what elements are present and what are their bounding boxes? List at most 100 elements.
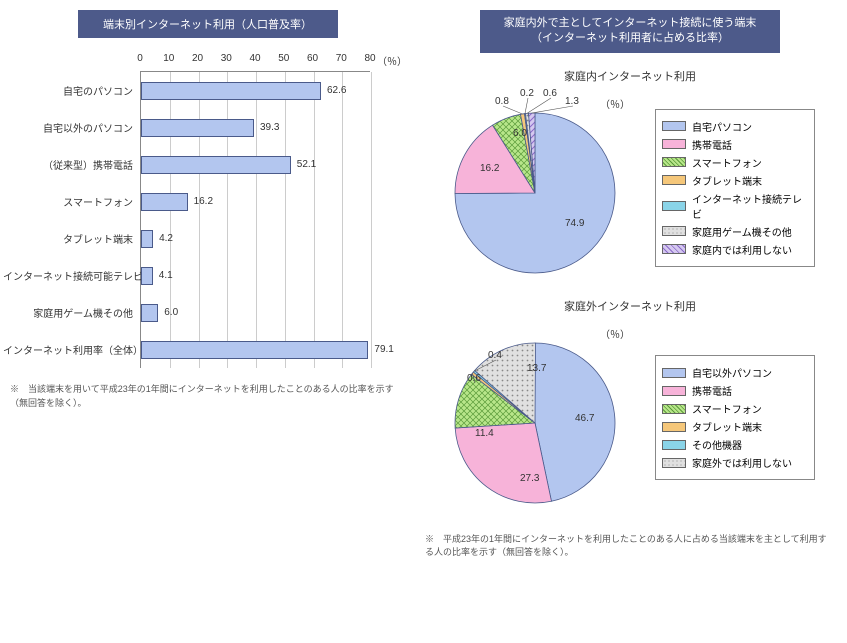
bar-row: タブレット端末4.2 [141, 220, 370, 257]
legend-item: 家庭内では利用しない [662, 242, 808, 257]
bar-label: タブレット端末 [3, 231, 133, 246]
bar-row: インターネット接続可能テレビ4.1 [141, 257, 370, 294]
legend-swatch [662, 422, 686, 432]
legend-item: タブレット端末 [662, 419, 808, 434]
axis-tick: 30 [221, 53, 232, 64]
bar-value: 52.1 [297, 159, 316, 170]
pie-slice-label: 74.9 [565, 218, 584, 229]
bar-value: 4.2 [159, 233, 173, 244]
bar-label: 自宅のパソコン [3, 83, 133, 98]
legend-item: 家庭外では利用しない [662, 455, 808, 470]
bar-fill [141, 341, 368, 359]
axis-tick: 0 [137, 53, 143, 64]
axis-tick: 60 [307, 53, 318, 64]
pie-slice-label: 46.7 [575, 413, 594, 424]
bar-row: インターネット利用率（全体）79.1 [141, 331, 370, 368]
bar-value: 4.1 [159, 270, 173, 281]
legend-swatch [662, 139, 686, 149]
legend-label: その他機器 [692, 437, 742, 452]
legend-swatch [662, 368, 686, 378]
bar-fill [141, 230, 153, 248]
legend-swatch [662, 121, 686, 131]
pie-section-title: 家庭内外で主としてインターネット接続に使う端末（インターネット利用者に占める比率… [480, 10, 780, 53]
pie-slice-label: 0.8 [495, 96, 509, 107]
legend-item: スマートフォン [662, 401, 808, 416]
legend-label: スマートフォン [692, 155, 762, 170]
legend-item: その他機器 [662, 437, 808, 452]
bar-footnote: ※ 当該端末を用いて平成23年の1年間にインターネットを利用したことのある人の比… [10, 383, 405, 410]
legend-swatch [662, 440, 686, 450]
legend-label: 携帯電話 [692, 383, 732, 398]
bar-fill [141, 193, 188, 211]
axis-tick: 80 [364, 53, 375, 64]
axis-tick: 40 [249, 53, 260, 64]
bar-chart: 01020304050607080（％） 自宅のパソコン62.6自宅以外のパソコ… [10, 53, 405, 368]
bar-label: スマートフォン [3, 194, 133, 209]
legend-label: 家庭用ゲーム機その他 [692, 224, 792, 239]
pie2-title: 家庭外インターネット利用 [425, 298, 835, 314]
legend-item: 自宅以外パソコン [662, 365, 808, 380]
bar-label: インターネット利用率（全体） [3, 342, 133, 357]
legend-label: 自宅パソコン [692, 119, 752, 134]
bar-fill [141, 304, 158, 322]
pie-slice-label: 11.4 [475, 428, 494, 439]
pie-chart-outside: 家庭外インターネット利用 （％） 46.727.311.40.60.413.7 … [425, 298, 835, 518]
bar-value: 6.0 [164, 307, 178, 318]
bar-label: （従来型）携帯電話 [3, 157, 133, 172]
pie2-unit: （％） [600, 326, 630, 341]
pie-slice-label: 0.6 [467, 373, 481, 384]
legend-item: 携帯電話 [662, 383, 808, 398]
legend-label: 家庭外では利用しない [692, 455, 792, 470]
pie-slice-label: 6.0 [513, 128, 527, 139]
pie-slice-label: 0.6 [543, 88, 557, 99]
legend-label: 家庭内では利用しない [692, 242, 792, 257]
bar-chart-title: 端末別インターネット利用（人口普及率） [78, 10, 338, 38]
pie1-unit: （％） [600, 96, 630, 111]
pie1-title: 家庭内インターネット利用 [425, 68, 835, 84]
bar-row: 家庭用ゲーム機その他6.0 [141, 294, 370, 331]
bar-row: 自宅以外のパソコン39.3 [141, 109, 370, 146]
legend-swatch [662, 458, 686, 468]
pie-slice-label: 16.2 [480, 163, 499, 174]
axis-tick: 20 [192, 53, 203, 64]
legend-item: 家庭用ゲーム機その他 [662, 224, 808, 239]
legend-swatch [662, 175, 686, 185]
axis-tick: 10 [163, 53, 174, 64]
legend-swatch [662, 226, 686, 236]
bar-row: 自宅のパソコン62.6 [141, 72, 370, 109]
legend-item: スマートフォン [662, 155, 808, 170]
pie-chart-home: 家庭内インターネット利用 （％） 74.916.26.00.80.20.61.3… [425, 68, 835, 288]
legend-swatch [662, 404, 686, 414]
bar-label: インターネット接続可能テレビ [3, 268, 133, 283]
bar-fill [141, 82, 321, 100]
bar-label: 自宅以外のパソコン [3, 120, 133, 135]
legend-label: インターネット接続テレビ [692, 191, 808, 221]
pie1-legend: 自宅パソコン携帯電話スマートフォンタブレット端末インターネット接続テレビ家庭用ゲ… [655, 109, 815, 267]
bar-fill [141, 267, 153, 285]
bar-value: 62.6 [327, 85, 346, 96]
pie2-legend: 自宅以外パソコン携帯電話スマートフォンタブレット端末その他機器家庭外では利用しな… [655, 355, 815, 480]
legend-swatch [662, 244, 686, 254]
legend-label: タブレット端末 [692, 173, 762, 188]
legend-swatch [662, 386, 686, 396]
pie-slice-label: 13.7 [527, 363, 546, 374]
legend-label: タブレット端末 [692, 419, 762, 434]
legend-swatch [662, 201, 686, 211]
right-footnote: ※ 平成23年の1年間にインターネットを利用したことのある人に占める当該端末を主… [425, 533, 835, 560]
legend-label: スマートフォン [692, 401, 762, 416]
legend-item: インターネット接続テレビ [662, 191, 808, 221]
bar-row: スマートフォン16.2 [141, 183, 370, 220]
bar-row: （従来型）携帯電話52.1 [141, 146, 370, 183]
pie-slice-label: 0.4 [488, 350, 502, 361]
axis-tick: 70 [336, 53, 347, 64]
legend-item: 携帯電話 [662, 137, 808, 152]
bar-value: 39.3 [260, 122, 279, 133]
pie-slice-label: 27.3 [520, 473, 539, 484]
legend-item: 自宅パソコン [662, 119, 808, 134]
legend-swatch [662, 157, 686, 167]
legend-item: タブレット端末 [662, 173, 808, 188]
bar-value: 16.2 [194, 196, 213, 207]
bar-value: 79.1 [374, 344, 393, 355]
bar-fill [141, 119, 254, 137]
bar-label: 家庭用ゲーム機その他 [3, 305, 133, 320]
